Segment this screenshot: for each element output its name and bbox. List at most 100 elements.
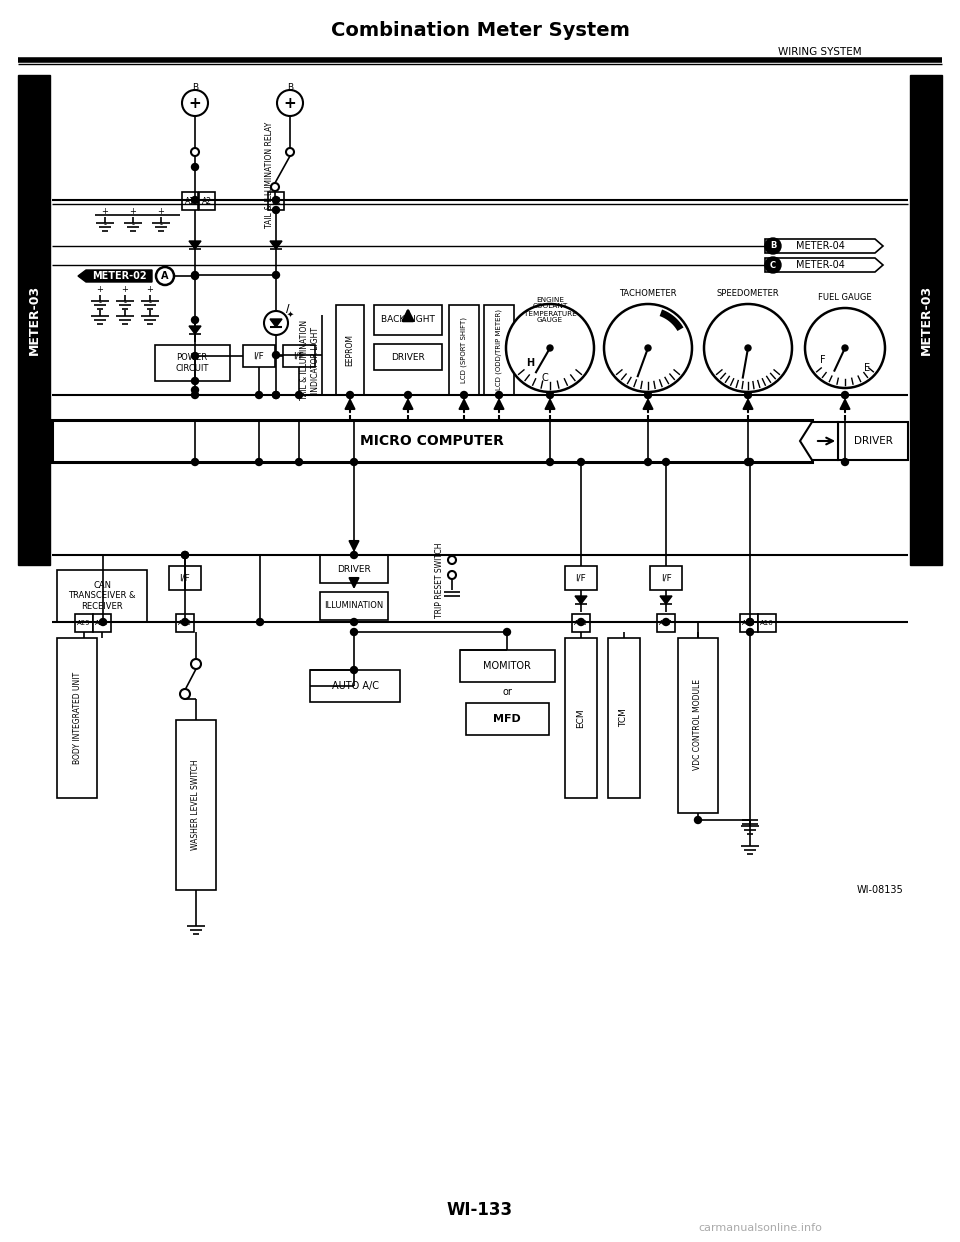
Polygon shape [765, 258, 883, 272]
Circle shape [181, 551, 188, 559]
Polygon shape [189, 241, 201, 248]
Circle shape [182, 89, 208, 116]
Bar [565, 638, 597, 799]
Bar [169, 566, 201, 590]
Text: MOMITOR: MOMITOR [483, 661, 531, 671]
Text: +: + [102, 207, 108, 216]
Text: A16: A16 [760, 620, 774, 626]
Text: C: C [541, 373, 548, 383]
Bar [176, 614, 194, 632]
Bar [565, 566, 597, 590]
Circle shape [350, 458, 357, 466]
Bar [52, 420, 812, 462]
Circle shape [506, 304, 594, 392]
Polygon shape [189, 325, 201, 334]
Text: +: + [122, 286, 129, 294]
Bar [608, 638, 640, 799]
Polygon shape [660, 596, 672, 604]
Text: TAIL & ILLUMINATION RELAY: TAIL & ILLUMINATION RELAY [266, 122, 275, 229]
Circle shape [273, 391, 279, 399]
Text: A27: A27 [660, 620, 673, 626]
Circle shape [256, 619, 263, 626]
Bar [336, 306, 364, 395]
Circle shape [191, 391, 199, 399]
Text: ECM: ECM [577, 708, 586, 728]
Circle shape [842, 391, 849, 399]
Bar [484, 306, 514, 395]
Text: A29: A29 [77, 620, 91, 626]
Text: A30: A30 [95, 620, 108, 626]
Bar [75, 614, 93, 632]
Circle shape [604, 304, 692, 392]
Bar [176, 720, 216, 891]
Circle shape [273, 206, 279, 214]
Circle shape [191, 386, 199, 394]
Text: CAN
TRANSCEIVER &
RECEIVER: CAN TRANSCEIVER & RECEIVER [68, 581, 135, 611]
Circle shape [503, 628, 511, 636]
Circle shape [273, 391, 279, 399]
Circle shape [547, 345, 553, 351]
Text: A: A [161, 271, 169, 281]
Circle shape [191, 196, 199, 204]
Circle shape [100, 619, 107, 626]
Text: /: / [286, 304, 290, 314]
Bar [449, 306, 479, 395]
Text: BODY INTEGRATED UNIT: BODY INTEGRATED UNIT [73, 672, 82, 764]
Text: B: B [192, 83, 198, 92]
Bar [18, 75, 50, 565]
Bar [466, 703, 549, 735]
Circle shape [495, 391, 502, 399]
Text: B: B [770, 241, 777, 251]
Text: ENGINE
COOLANT
TEMPERATURE
GAUGE: ENGINE COOLANT TEMPERATURE GAUGE [523, 297, 576, 323]
Text: C: C [770, 261, 776, 270]
Text: +: + [157, 207, 164, 216]
Circle shape [578, 619, 585, 626]
Text: -: - [149, 298, 152, 308]
Circle shape [765, 238, 781, 255]
Circle shape [662, 458, 669, 466]
Bar [678, 638, 718, 814]
Circle shape [747, 619, 754, 626]
Text: METER-02: METER-02 [92, 271, 146, 281]
Bar [374, 344, 442, 370]
Circle shape [448, 556, 456, 564]
Text: METER-04: METER-04 [796, 241, 845, 251]
Text: I/F: I/F [660, 574, 671, 582]
Text: I/F: I/F [294, 351, 304, 360]
Circle shape [191, 272, 199, 278]
Circle shape [191, 660, 201, 669]
Text: WIRING SYSTEM: WIRING SYSTEM [779, 47, 862, 57]
Circle shape [296, 391, 302, 399]
Bar [199, 193, 215, 210]
Text: E: E [864, 363, 870, 373]
Text: A2: A2 [202, 196, 212, 205]
Text: TRIP RESET SWITCH: TRIP RESET SWITCH [436, 543, 444, 617]
Circle shape [286, 148, 294, 156]
Bar [320, 555, 388, 582]
Text: POWER
CIRCUIT: POWER CIRCUIT [176, 353, 208, 373]
Text: WI-08135: WI-08135 [856, 886, 903, 895]
Text: H: H [526, 358, 534, 368]
Text: A28: A28 [574, 620, 588, 626]
Bar [838, 422, 908, 460]
Circle shape [350, 551, 357, 559]
Circle shape [404, 391, 412, 399]
Circle shape [546, 391, 554, 399]
Circle shape [694, 816, 702, 823]
Text: TACHOMETER: TACHOMETER [619, 289, 677, 298]
Circle shape [745, 458, 752, 466]
Circle shape [181, 619, 188, 626]
Text: DRIVER: DRIVER [853, 436, 893, 446]
Bar [182, 193, 198, 210]
Circle shape [350, 667, 357, 673]
Circle shape [296, 458, 302, 466]
Text: Combination Meter System: Combination Meter System [330, 21, 630, 40]
Circle shape [181, 551, 188, 559]
Text: TCM: TCM [619, 709, 629, 728]
Text: or: or [502, 687, 512, 697]
Text: EEPROM: EEPROM [346, 334, 354, 366]
Text: LCD (ODD/TRIP METER): LCD (ODD/TRIP METER) [495, 309, 502, 390]
Text: MICRO COMPUTER: MICRO COMPUTER [360, 433, 504, 448]
Text: -: - [132, 221, 134, 230]
Text: DRIVER: DRIVER [337, 565, 371, 574]
